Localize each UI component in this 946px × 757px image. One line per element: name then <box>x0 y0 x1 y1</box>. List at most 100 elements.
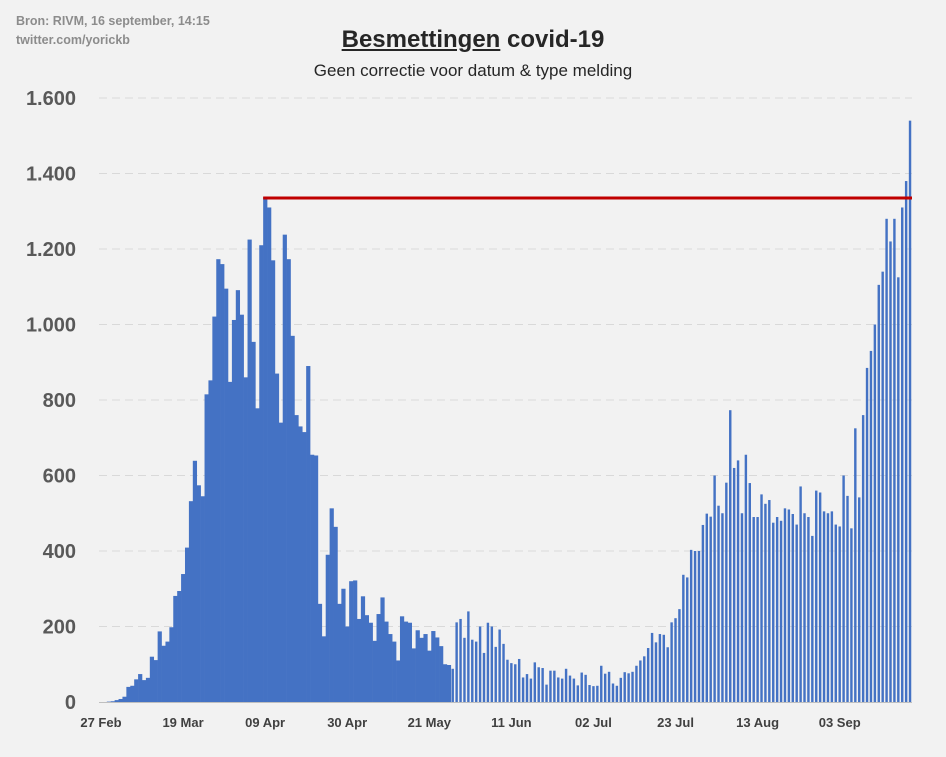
bar <box>274 373 280 702</box>
bar <box>329 508 334 702</box>
bar <box>216 259 221 702</box>
bar <box>588 685 591 702</box>
y-tick-label: 1.600 <box>26 88 76 110</box>
bar <box>345 626 350 702</box>
bar <box>360 596 366 702</box>
bar <box>372 640 377 702</box>
source-line: Bron: RIVM, 16 september, 14:15 <box>16 14 210 28</box>
bar <box>399 616 405 702</box>
bar <box>744 454 748 702</box>
bar <box>419 637 424 702</box>
bar <box>584 674 587 702</box>
bar <box>592 686 595 702</box>
x-tick-label: 19 Mar <box>162 715 203 730</box>
x-tick-label: 23 Jul <box>657 715 694 730</box>
bar <box>239 314 244 702</box>
bar <box>631 671 634 702</box>
bar <box>290 335 295 702</box>
bar <box>623 672 626 702</box>
y-tick-label: 1.400 <box>26 164 76 186</box>
bar <box>596 685 599 702</box>
bar <box>270 260 276 702</box>
bar <box>572 678 576 702</box>
bar <box>815 490 818 702</box>
bar <box>717 505 720 702</box>
bar <box>725 482 728 702</box>
bar <box>576 685 580 702</box>
bar <box>161 645 166 702</box>
bar <box>537 667 540 702</box>
bar <box>325 554 330 702</box>
bar <box>686 577 689 702</box>
bar <box>600 665 603 702</box>
bar <box>846 495 849 702</box>
bar <box>662 634 666 702</box>
x-tick-label: 02 Jul <box>575 715 612 730</box>
bar <box>873 324 877 702</box>
bar <box>149 656 155 702</box>
bar <box>294 415 299 702</box>
bar <box>740 513 744 702</box>
bar <box>208 380 213 702</box>
bar <box>427 650 432 702</box>
y-tick-label: 0 <box>65 692 76 714</box>
bar <box>353 580 358 702</box>
y-axis: 0 200 400 600 800 1.000 1.200 1.400 1.600 <box>26 88 76 714</box>
bar <box>607 671 611 702</box>
bar <box>865 367 869 702</box>
bar <box>908 120 912 702</box>
bar <box>822 511 826 702</box>
bar <box>204 394 209 702</box>
bar <box>615 685 619 702</box>
bar <box>110 701 115 702</box>
bar <box>126 686 131 702</box>
bar <box>310 454 315 702</box>
bar <box>463 637 466 702</box>
bar <box>188 501 194 702</box>
bar <box>263 197 268 702</box>
bar <box>901 207 904 703</box>
bar <box>842 475 845 702</box>
bar <box>403 621 409 702</box>
bar <box>494 646 497 702</box>
bar <box>791 514 794 702</box>
bar <box>775 517 779 702</box>
bar <box>306 366 311 702</box>
bar <box>674 618 677 702</box>
bar <box>830 511 834 702</box>
bar <box>893 218 896 703</box>
bar <box>646 648 650 702</box>
bar <box>768 500 771 702</box>
bar <box>368 622 373 702</box>
bar <box>904 181 908 703</box>
bar <box>713 475 716 702</box>
bar <box>442 664 448 702</box>
bar <box>278 422 284 702</box>
bar <box>220 264 225 702</box>
bar <box>282 234 287 702</box>
bar <box>611 683 615 702</box>
bar <box>498 629 501 702</box>
bar <box>255 408 260 702</box>
bar <box>165 641 170 702</box>
bar <box>510 663 513 702</box>
bar <box>317 603 323 702</box>
bar <box>697 551 701 702</box>
bar <box>446 665 452 702</box>
bar <box>227 381 233 702</box>
bar <box>122 696 127 702</box>
bar <box>192 460 198 702</box>
bar <box>709 516 712 702</box>
bar <box>545 684 548 702</box>
bar <box>721 513 724 702</box>
y-tick-label: 1.000 <box>26 315 76 337</box>
bar <box>541 668 544 702</box>
bar <box>854 428 857 702</box>
bar <box>760 494 763 703</box>
bar <box>138 674 143 702</box>
y-tick-label: 600 <box>43 466 76 488</box>
bar <box>153 660 158 702</box>
bar <box>467 611 470 702</box>
bar <box>858 497 861 702</box>
chart-subtitle: Geen correctie voor datum & type melding <box>313 61 633 80</box>
